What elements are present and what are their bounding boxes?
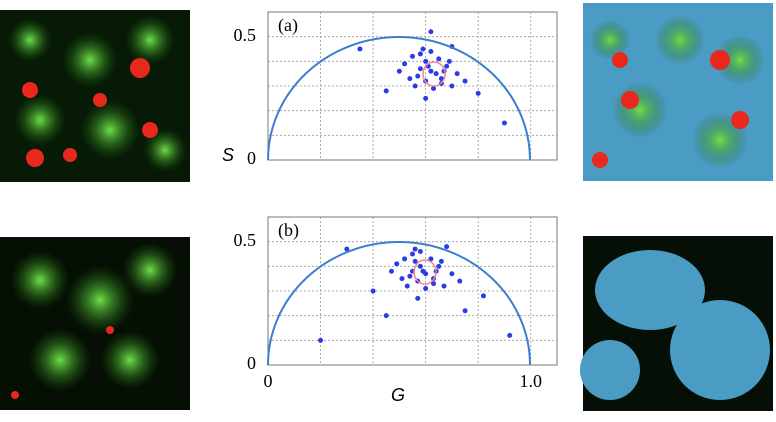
point [436,263,442,269]
point [399,276,405,282]
point [394,261,400,267]
y-tick-label: 0 [247,353,256,373]
y-tick-label: 0 [247,148,256,168]
point [412,258,418,264]
point [480,293,486,299]
point [407,76,413,82]
universal-circle [267,241,531,366]
point [507,332,513,338]
point [410,251,415,257]
point [438,258,444,264]
point [462,308,468,314]
image-top-right [583,3,773,181]
point [417,249,423,255]
point [417,66,423,72]
y-axis-label: S [222,145,234,165]
image-bottom-left [0,237,190,410]
point [444,63,450,69]
point [446,58,452,64]
point [417,263,423,269]
point [402,256,408,262]
point [423,286,429,292]
y-tick-label: 0.5 [234,25,257,45]
point [410,53,415,59]
x-axis-label: G [391,385,405,405]
point [402,61,408,67]
point [404,283,410,289]
panel-label: (b) [278,220,299,241]
x-tick-label: 1.0 [519,371,542,391]
point [396,68,402,74]
point [388,268,394,274]
point [501,120,507,126]
point [370,288,376,294]
point [441,283,447,289]
point [420,46,426,52]
point [415,73,421,79]
x-tick-label: 0 [264,371,273,391]
point [433,71,439,77]
point [423,58,429,64]
point [475,90,481,96]
point [318,337,324,343]
panel-label: (a) [278,15,298,36]
selection-circle [413,259,437,285]
point [383,313,389,319]
point [417,51,423,57]
image-top-left [0,10,190,182]
point [420,268,426,274]
point [428,48,434,54]
point [344,246,350,252]
point [423,95,429,101]
point [383,88,389,94]
point [444,244,450,250]
point [415,295,421,301]
point [436,56,442,62]
universal-circle [267,36,531,161]
point [449,83,455,89]
point [438,76,444,82]
point [357,46,363,52]
point [412,246,418,252]
selection-circle [422,61,446,87]
point [428,256,434,262]
point [454,71,460,77]
point [412,83,418,89]
point [457,278,463,284]
point [428,29,434,35]
point [431,85,437,91]
point [462,78,468,84]
y-tick-label: 0.5 [234,230,257,250]
point [407,273,413,279]
image-bottom-right [580,236,773,411]
point [428,68,434,74]
point [449,271,455,277]
point [431,281,437,287]
